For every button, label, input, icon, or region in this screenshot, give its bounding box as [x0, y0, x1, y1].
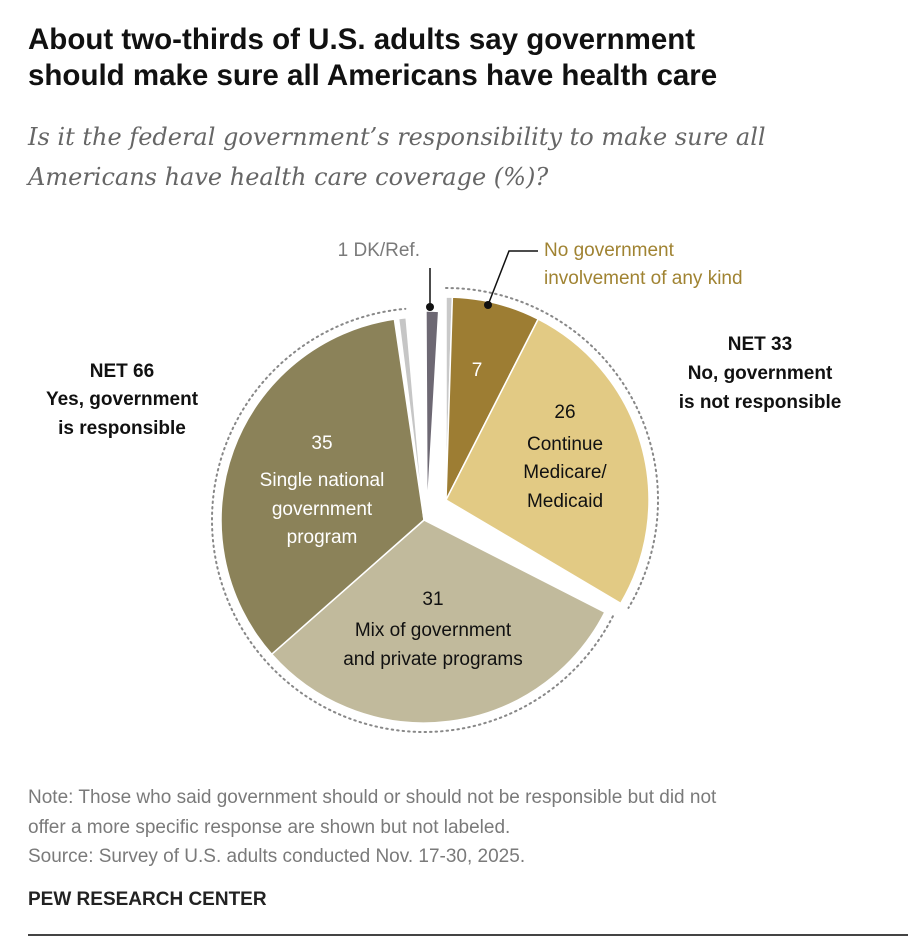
- dk-ref-leader-dot: [426, 303, 434, 311]
- no-government-callout: No government: [544, 240, 675, 261]
- slice-unlabeled-yes: [397, 316, 425, 521]
- no-government-leader-dot: [484, 301, 492, 309]
- title-line: should make sure all Americans have heal…: [28, 59, 718, 92]
- label-single-national: government: [272, 499, 373, 520]
- chart-note: Note: Those who said government should o…: [28, 783, 716, 872]
- label-mix: Mix of government: [355, 620, 512, 641]
- net-66-label: Yes, government: [46, 389, 199, 410]
- no-government-callout: involvement of any kind: [544, 268, 743, 289]
- label-single-national: Single national: [260, 470, 385, 491]
- chart-subtitle: Is it the federal government’s responsib…: [28, 117, 766, 197]
- label-continue-medicare: 26: [554, 402, 575, 423]
- bottom-rule: [28, 934, 908, 936]
- label-single-national: 35: [311, 433, 332, 454]
- label-continue-medicare: Medicaid: [527, 491, 603, 512]
- net-66-label: NET 66: [90, 361, 154, 382]
- label-single-national: program: [287, 527, 358, 548]
- net-33-label: is not responsible: [679, 392, 842, 413]
- dk-ref-callout: 1 DK/Ref.: [338, 240, 420, 261]
- note-line: offer a more specific response are shown…: [28, 816, 511, 838]
- subtitle-line: Americans have health care coverage (%)?: [28, 163, 549, 191]
- label-continue-medicare: Medicare/: [523, 462, 607, 483]
- net-33-bracket: [445, 287, 659, 609]
- label-mix: 31: [422, 589, 443, 610]
- net-33-label: NET 33: [728, 334, 792, 355]
- chart-title: About two-thirds of U.S. adults say gove…: [28, 22, 717, 94]
- slice-continue-medicare: [445, 318, 650, 605]
- label-mix: and private programs: [343, 649, 523, 670]
- net-66-label: is responsible: [58, 418, 186, 439]
- brand-logo-text: PEW RESEARCH CENTER: [28, 889, 267, 910]
- label-continue-medicare: Continue: [527, 434, 603, 455]
- source-line: Source: Survey of U.S. adults conducted …: [28, 846, 526, 867]
- slice-single-national: [220, 318, 425, 656]
- subtitle-line: Is it the federal government’s responsib…: [28, 123, 766, 151]
- label-7: 7: [472, 360, 483, 381]
- title-line: About two-thirds of U.S. adults say gove…: [28, 23, 696, 56]
- no-government-leader: [487, 250, 538, 306]
- net-33-label: No, government: [688, 363, 833, 384]
- note-line: Note: Those who said government should o…: [28, 787, 717, 808]
- net-66-bracket: [211, 307, 614, 733]
- slice-dk-ref: [425, 310, 440, 515]
- slice-mix: [270, 519, 606, 724]
